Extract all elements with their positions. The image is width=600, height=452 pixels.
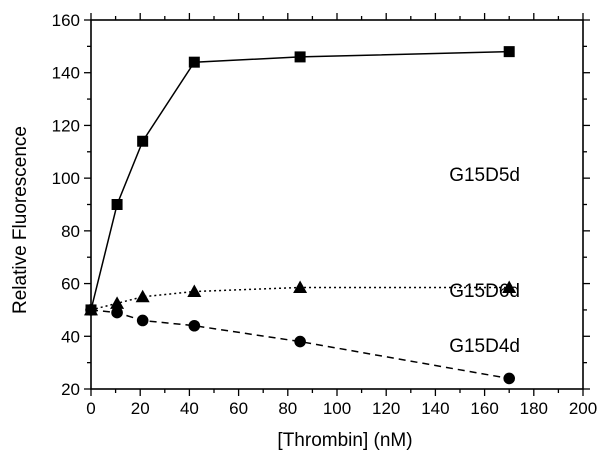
y-tick-label: 40	[61, 327, 80, 346]
y-tick-label: 100	[52, 169, 80, 188]
data-point-g15d5d	[111, 199, 123, 210]
plot-border	[90, 19, 584, 390]
x-tick-label: 140	[421, 399, 449, 418]
x-tick-label: 100	[323, 399, 351, 418]
series-line-g15d5d	[90, 50, 510, 311]
data-point-g15d5d	[503, 46, 515, 58]
data-point-g15d5d	[294, 51, 306, 63]
series-line-g15d4d	[90, 309, 510, 380]
plot-frame	[90, 19, 584, 390]
x-tick-label: 40	[180, 399, 199, 418]
data-point-g15d5d	[137, 135, 149, 147]
series-label-g15d4d: G15D4d	[449, 336, 520, 357]
series-label-g15d6d: G15D6d	[449, 281, 520, 302]
x-tick-label: 200	[569, 399, 597, 418]
data-point-g15d4d	[111, 306, 123, 319]
data-point-g15d6d	[293, 280, 308, 294]
x-tick-label: 20	[131, 399, 150, 418]
series-line-g15d6d	[90, 286, 510, 311]
data-point-g15d6d	[135, 289, 150, 303]
x-tick-label: 60	[229, 399, 248, 418]
data-point-g15d6d	[502, 280, 517, 294]
data-point-g15d4d	[294, 335, 306, 348]
x-tick-label: 160	[470, 399, 498, 418]
y-axis: 20 40 60 80 100 120 140 160	[52, 11, 590, 399]
x-tick-label: 120	[372, 399, 400, 418]
y-tick-label: 120	[52, 116, 80, 135]
data-point-g15d5d	[188, 56, 200, 68]
data-point-g15d4d	[136, 314, 149, 327]
data-point-g15d4d	[85, 304, 97, 316]
series-labels: G15D5d G15D6d G15D4d	[449, 165, 520, 357]
data-point-g15d4d	[188, 319, 201, 332]
data-point-g15d4d	[503, 372, 515, 385]
series-group	[84, 46, 517, 385]
y-tick-label: 160	[52, 11, 80, 30]
x-axis: 0 20 40 60 80 100 120 140 160 180 200	[86, 13, 597, 418]
x-tick-label: 0	[86, 399, 95, 418]
y-tick-label: 20	[61, 380, 80, 399]
x-axis-title: [Thrombin] (nM)	[277, 430, 412, 451]
data-point-g15d6d	[110, 296, 125, 309]
y-axis-title: Relative Fluorescence	[10, 126, 31, 314]
x-tick-label: 180	[520, 399, 548, 418]
data-point-g15d6d	[187, 284, 202, 297]
x-tick-label: 80	[278, 399, 297, 418]
series-g15d4d	[85, 304, 515, 385]
y-tick-label: 140	[52, 64, 80, 83]
y-tick-label: 60	[61, 275, 80, 294]
series-label-g15d5d: G15D5d	[449, 165, 520, 186]
y-tick-label: 80	[61, 222, 80, 241]
